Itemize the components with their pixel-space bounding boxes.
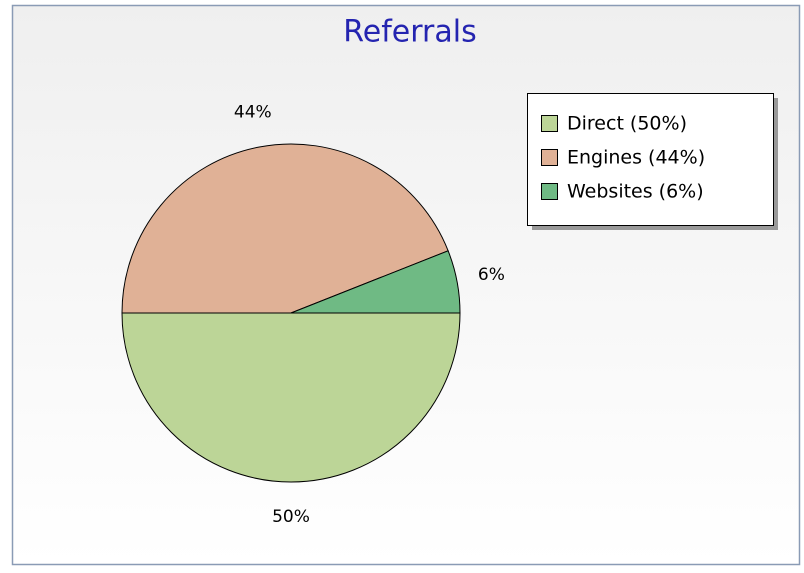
chart-title: Referrals [343, 15, 476, 50]
legend-swatch [541, 183, 558, 200]
legend-swatch [541, 149, 558, 166]
slice-label: 6% [478, 265, 505, 285]
pie-slice [121, 312, 461, 483]
legend-label: Engines (44%) [567, 147, 705, 169]
slice-label: 44% [234, 103, 272, 123]
legend-swatch [541, 115, 558, 132]
pie-slice [290, 250, 461, 314]
legend-label: Direct (50%) [567, 113, 687, 135]
legend-label: Websites (6%) [567, 181, 704, 203]
legend-box [527, 93, 774, 226]
slice-label: 50% [272, 507, 310, 527]
pie-slice [121, 143, 449, 314]
